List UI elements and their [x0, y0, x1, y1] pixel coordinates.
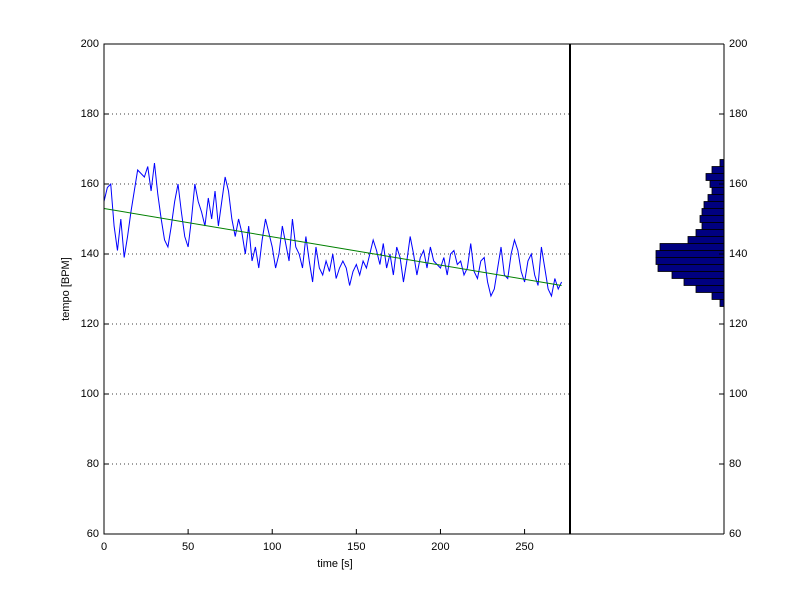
y-tick-label: 180 [729, 108, 747, 120]
x-tick-label: 0 [101, 541, 107, 553]
histogram-bar [695, 229, 725, 237]
histogram-bar [655, 257, 725, 265]
histogram-bar [659, 243, 725, 251]
y-tick-label: 120 [81, 318, 99, 330]
y-tick-label: 100 [81, 388, 99, 400]
y-tick-label: 200 [81, 38, 99, 50]
histogram-bar [701, 208, 725, 216]
y-tick-label: 80 [729, 458, 741, 470]
x-tick-label: 50 [182, 541, 194, 553]
y-tick-label: 60 [729, 528, 741, 540]
x-tick-label: 250 [515, 541, 533, 553]
histogram-bar [719, 159, 725, 167]
histogram-bar [699, 215, 725, 223]
x-axis-label: time [s] [317, 558, 352, 570]
histogram-bar [655, 250, 725, 258]
y-tick-label: 160 [81, 178, 99, 190]
histogram-bar [711, 187, 725, 195]
y-axis-label: tempo [BPM] [60, 257, 72, 321]
histogram-bar [683, 278, 725, 286]
histogram-bar [711, 166, 725, 174]
histogram-bar [657, 264, 725, 272]
histogram-bar [719, 299, 725, 307]
histogram-bar [701, 222, 725, 230]
x-tick-label: 100 [263, 541, 281, 553]
histogram-bar [687, 236, 725, 244]
histogram-bar [671, 271, 725, 279]
y-tick-label: 180 [81, 108, 99, 120]
y-tick-label: 140 [81, 248, 99, 260]
histogram-bar [703, 201, 725, 209]
trend-line [103, 208, 562, 286]
y-tick-label: 160 [729, 178, 747, 190]
histogram-bar [705, 173, 725, 181]
y-tick-label: 140 [729, 248, 747, 260]
y-tick-label: 100 [729, 388, 747, 400]
x-tick-label: 200 [431, 541, 449, 553]
histogram-bar [711, 292, 725, 300]
y-tick-label: 120 [729, 318, 747, 330]
x-tick-label: 150 [347, 541, 365, 553]
y-tick-label: 60 [87, 528, 99, 540]
y-tick-label: 80 [87, 458, 99, 470]
y-tick-label: 200 [729, 38, 747, 50]
histogram-bar [707, 194, 725, 202]
histogram-bar [695, 285, 725, 293]
data-line [103, 162, 563, 298]
